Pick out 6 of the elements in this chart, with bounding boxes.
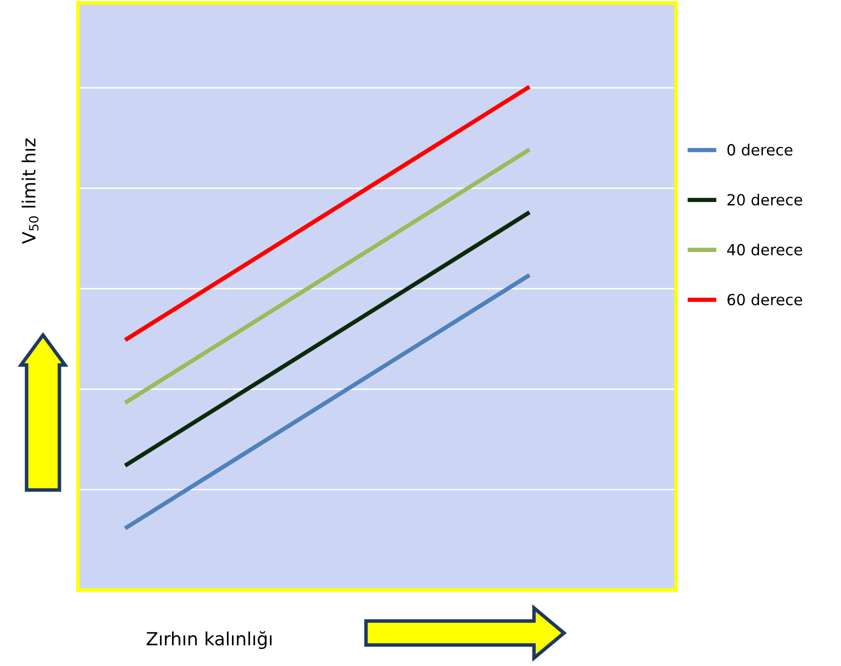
legend-label: 40 derece (727, 244, 802, 256)
legend-label: 20 derece (728, 194, 802, 206)
x-axis-title: Zırhın kalınlığı (146, 631, 272, 650)
legend-label: 0 derece (727, 144, 792, 156)
y-axis-title: V$_{50}$ limit hız (22, 138, 39, 244)
legend-label: 60 derece (727, 294, 802, 306)
